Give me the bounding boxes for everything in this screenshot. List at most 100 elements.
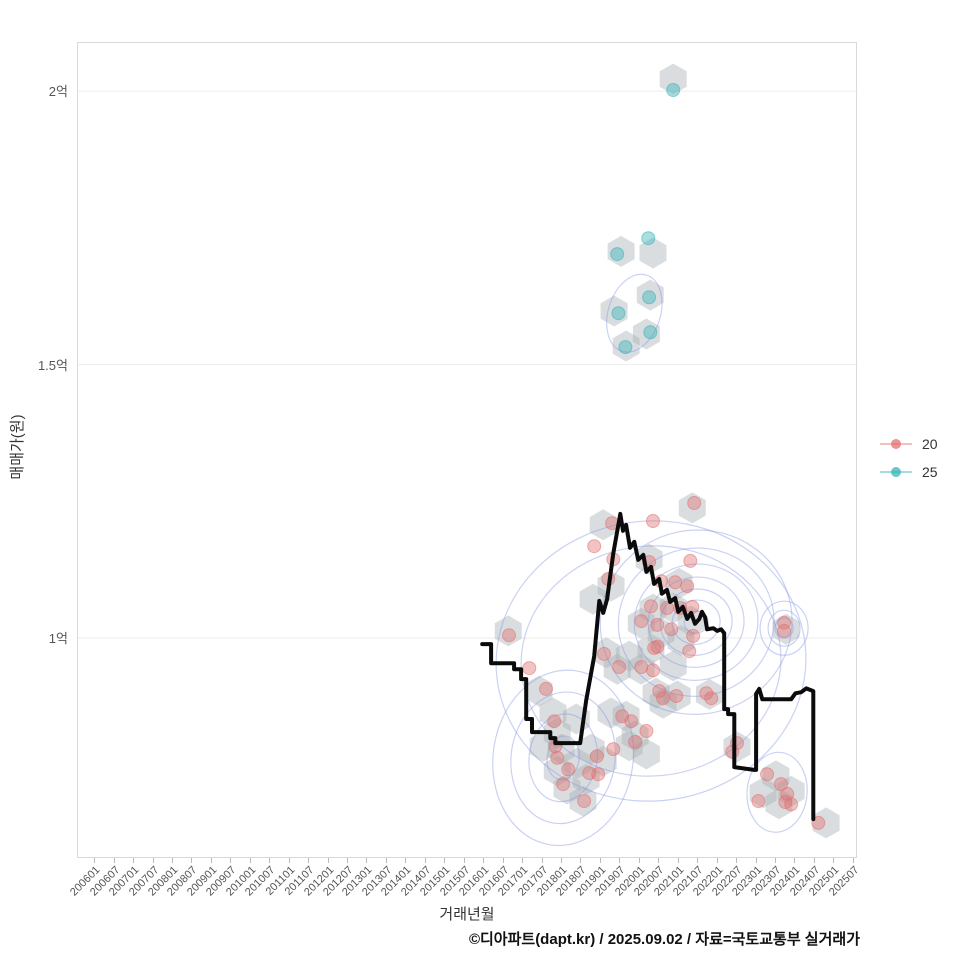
x-tick-mark (405, 858, 407, 863)
hexbin-cell (659, 650, 687, 682)
legend-marker-25-icon (880, 466, 912, 478)
scatter-point-20 (780, 786, 795, 801)
scatter-point-25 (666, 83, 681, 97)
scatter-point-20 (539, 681, 553, 696)
scatter-point-20 (704, 691, 719, 706)
legend-label-25: 25 (922, 464, 938, 480)
plot-area (77, 42, 858, 858)
scatter-point-20 (634, 660, 649, 674)
hexbin-cell (592, 637, 620, 669)
y-tick-label: 1억 (48, 631, 68, 647)
x-tick-mark (347, 858, 348, 863)
scatter-point-25 (643, 325, 658, 340)
x-tick-mark (716, 858, 718, 863)
density-contour (606, 273, 663, 353)
hexbin-cell (607, 235, 635, 267)
scatter-point-20 (774, 777, 788, 792)
scatter-point-20 (760, 767, 774, 782)
scatter-point-20 (699, 686, 714, 701)
scatter-point-20 (682, 644, 697, 659)
scatter-point-20 (639, 724, 654, 738)
x-tick-mark (113, 858, 115, 863)
scatter-point-20 (664, 622, 679, 637)
plot-svg (78, 63, 858, 847)
density-contour (759, 600, 809, 656)
x-tick-mark (813, 858, 815, 863)
hexbin-cell (525, 675, 553, 707)
scatter-point-20 (612, 660, 627, 674)
x-tick-mark (94, 858, 96, 863)
x-tick-mark (755, 858, 757, 863)
hexbin-cell (603, 653, 631, 685)
x-tick-mark (619, 858, 621, 863)
density-contour (746, 751, 808, 833)
x-tick-mark (327, 858, 329, 863)
x-tick-mark (230, 858, 232, 863)
scatter-point-20 (646, 514, 660, 528)
hexbin-cell (777, 775, 805, 807)
trend-line (480, 511, 816, 822)
legend: 20 25 (880, 430, 938, 486)
density-contour (510, 691, 617, 825)
x-tick-mark (210, 858, 212, 863)
scatter-point-25 (618, 340, 633, 355)
scatter-point-20 (669, 689, 684, 703)
scatter-point-25 (611, 306, 626, 321)
scatter-point-20 (597, 646, 611, 661)
x-tick-mark (191, 858, 193, 863)
hexbin-cell (589, 745, 617, 777)
x-tick-mark (444, 858, 446, 863)
x-tick-mark (774, 858, 776, 863)
density-contour (495, 520, 807, 802)
scatter-point-20 (646, 663, 660, 678)
scatter-point-20 (660, 601, 674, 615)
hexbin-cell (635, 543, 663, 575)
scatter-point-20 (652, 684, 667, 699)
legend-item-25[interactable]: 25 (880, 458, 938, 486)
hexbin-cell (577, 733, 605, 765)
hexbin-cell (543, 717, 571, 749)
scatter-point-20 (634, 614, 649, 629)
x-tick-mark (288, 858, 290, 863)
scatter-point-25 (610, 247, 625, 262)
density-contour (647, 576, 745, 668)
scatter-point-20 (680, 579, 695, 594)
density-contour (767, 609, 801, 647)
hexbin-cell (569, 785, 597, 817)
x-tick-mark (658, 858, 660, 863)
scatter-point-25 (642, 290, 657, 305)
hexbin-cell (812, 807, 840, 839)
x-tick-mark (502, 858, 504, 863)
y-tick-label: 1.5억 (37, 357, 68, 373)
hexbin-cell (563, 747, 591, 779)
x-tick-mark (463, 858, 465, 863)
x-tick-mark (152, 858, 154, 863)
x-tick-mark (424, 858, 426, 863)
scatter-point-20 (668, 575, 683, 590)
x-tick-mark (385, 858, 387, 863)
y-tick-label: 2억 (48, 84, 68, 100)
x-axis-title: 거래년월 (439, 906, 495, 923)
x-tick-mark (697, 858, 699, 863)
x-tick-mark (561, 858, 562, 863)
hexbin-cell (639, 237, 667, 269)
density-contour (492, 669, 635, 847)
density-contour (633, 563, 759, 681)
density-contour (599, 529, 793, 715)
x-tick-mark (483, 858, 485, 863)
scatter-point-20 (650, 617, 665, 632)
hexbin-cell (678, 492, 706, 524)
scatter-point-20 (624, 714, 639, 729)
scatter-point-20 (522, 661, 537, 676)
x-tick-mark (249, 858, 251, 863)
scatter-point-20 (777, 623, 792, 638)
footer-credit: ©디아파트(dapt.kr) / 2025.09.02 / 자료=국토교통부 실… (468, 931, 860, 948)
hexbin-cell (636, 279, 664, 311)
x-tick-mark (580, 858, 582, 863)
scatter-point-20 (777, 615, 792, 630)
legend-marker-20-icon (880, 438, 912, 450)
hexbin-cell (539, 697, 567, 729)
x-tick-mark (366, 858, 368, 863)
legend-item-20[interactable]: 20 (880, 430, 938, 458)
x-tick-mark (852, 858, 854, 863)
